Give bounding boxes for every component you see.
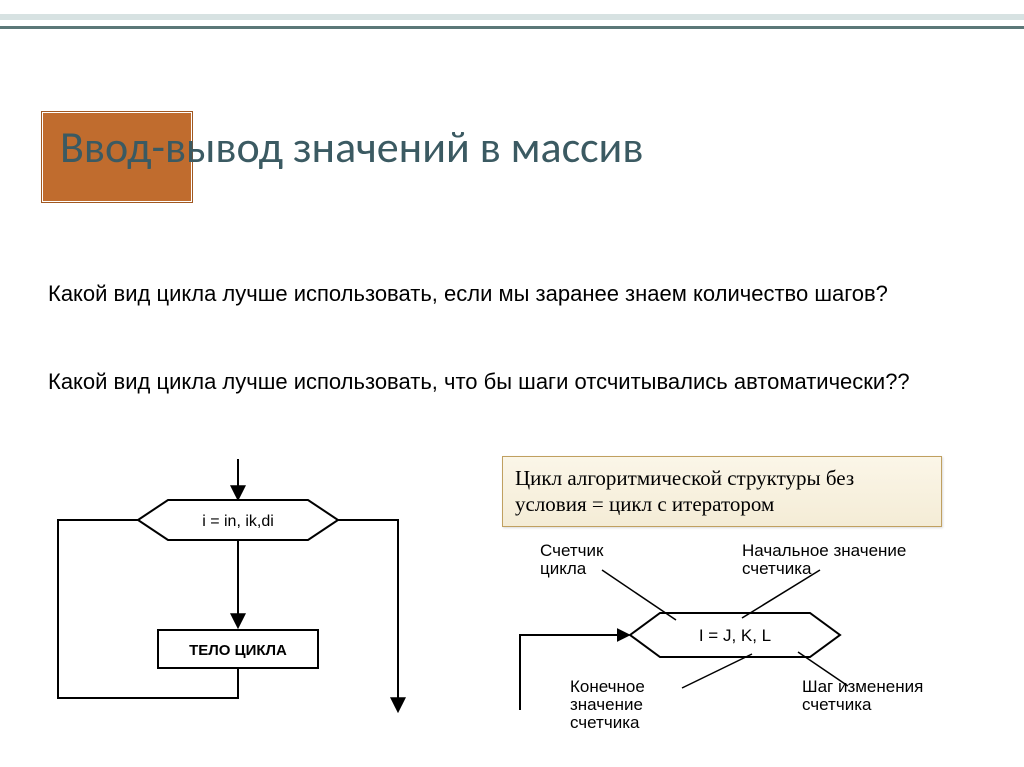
answer-callout: Цикл алгоритмической структуры без услов…: [502, 456, 942, 527]
slide-title: Ввод-вывод значений в массив: [60, 120, 643, 174]
decor-top-bar-dark: [0, 26, 1024, 29]
callout-tl: [602, 570, 676, 620]
hex-label: I = J, K, L: [699, 626, 771, 645]
edge-exit: [338, 520, 398, 710]
label-bottom-right: Шаг изменения счетчика: [802, 677, 928, 714]
label-top-left: Счетчик цикла: [540, 541, 608, 578]
flowchart-left: i = in, ik,di ТЕЛО ЦИКЛА: [28, 454, 428, 724]
decor-top-bar-light: [0, 14, 1024, 20]
flowchart-right: I = J, K, L Счетчик цикла Начальное знач…: [480, 540, 990, 740]
question-1: Какой вид цикла лучше использовать, если…: [48, 280, 948, 309]
body-label: ТЕЛО ЦИКЛА: [189, 642, 287, 659]
hex-label: i = in, ik,di: [202, 513, 274, 530]
question-2: Какой вид цикла лучше использовать, что …: [48, 368, 948, 397]
label-top-right: Начальное значение счетчика: [742, 541, 911, 578]
callout-bl: [682, 654, 752, 688]
edge-loop-back: [58, 520, 238, 698]
label-bottom-left: Конечное значение счетчика: [570, 677, 650, 732]
